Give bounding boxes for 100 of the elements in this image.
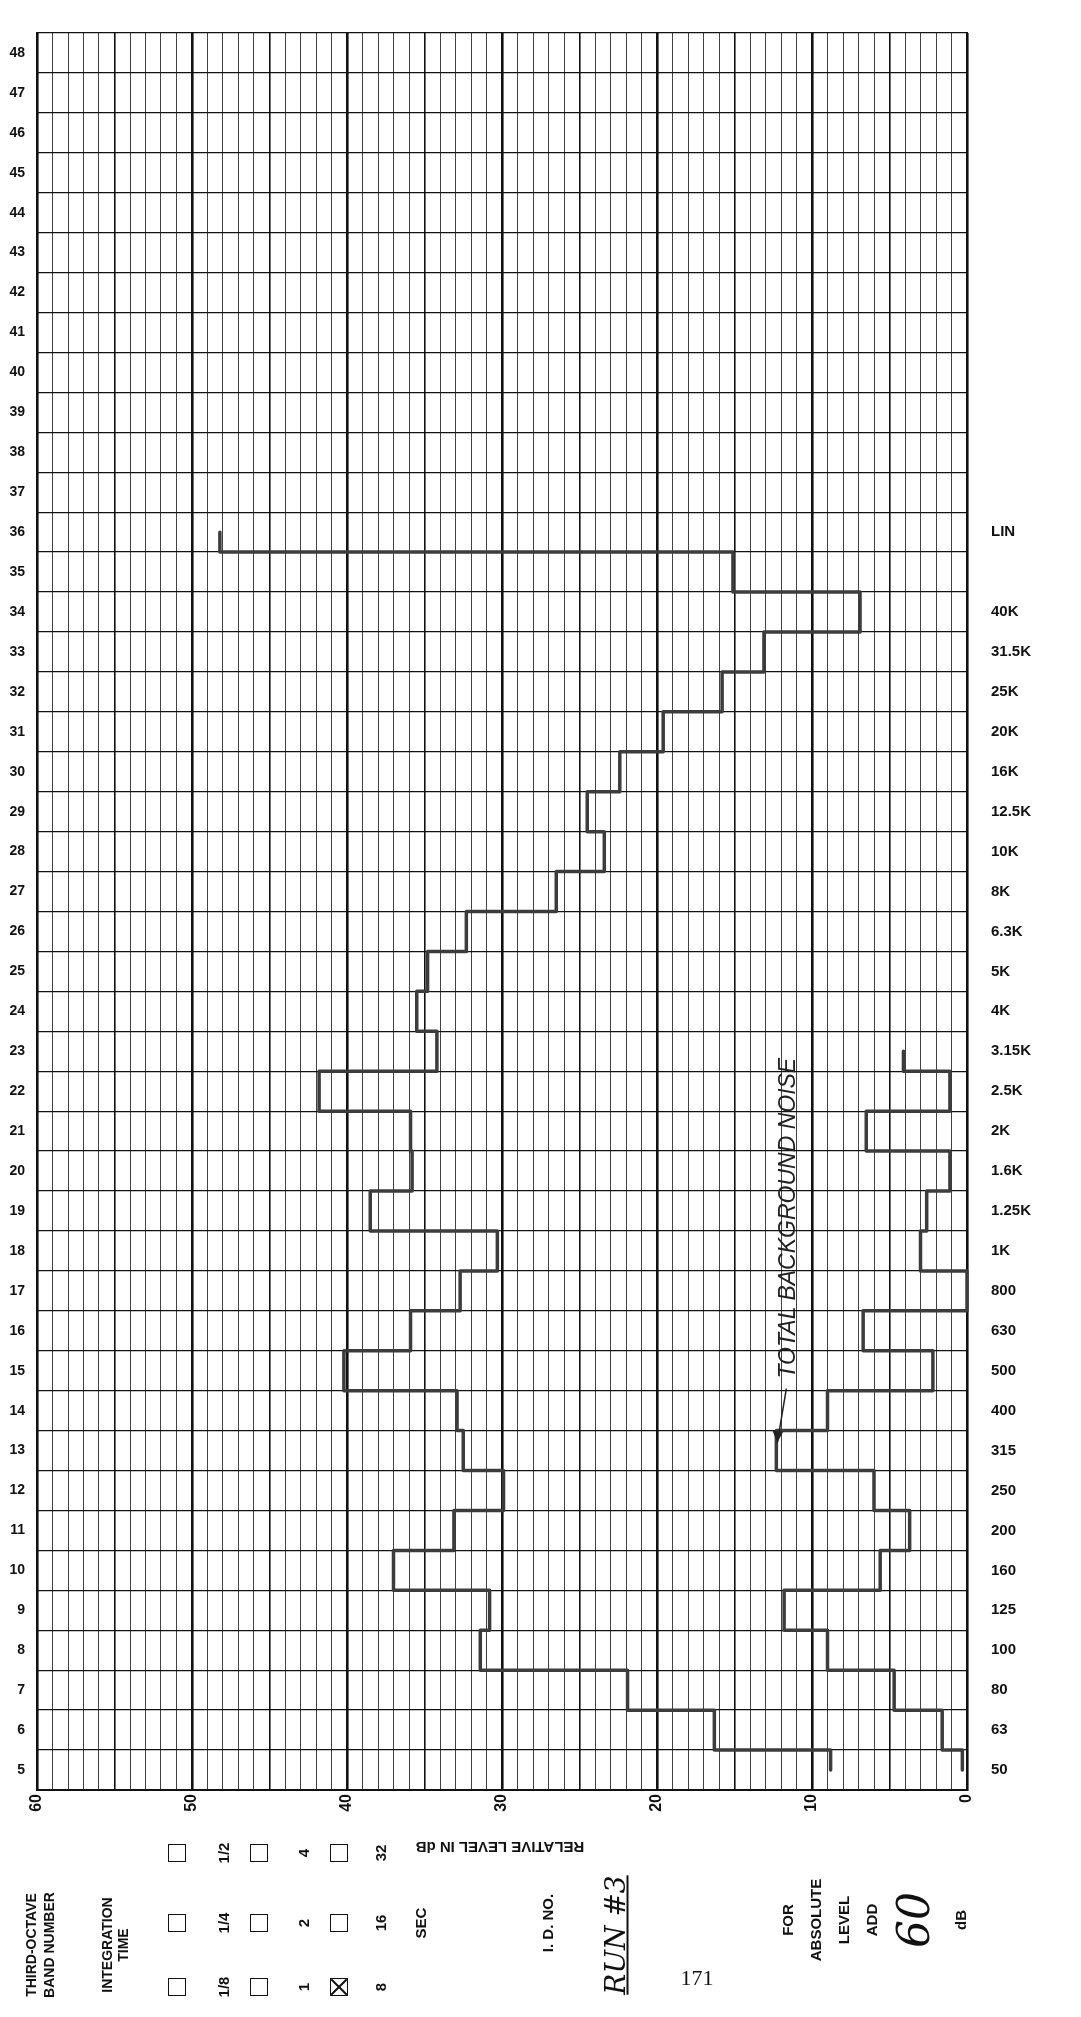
y-tick-label: 4K bbox=[991, 1001, 1011, 1019]
y2-tick-label: 33 bbox=[9, 642, 26, 659]
x-axis-title: RELATIVE LEVEL IN dB bbox=[414, 1838, 586, 1856]
y2-tick-label: 27 bbox=[9, 882, 26, 899]
text: 1/2 bbox=[214, 1841, 232, 1866]
text: 16 bbox=[371, 1913, 389, 1934]
text: INTEGRATION TIME bbox=[99, 1896, 131, 1995]
y-tick-label: 63 bbox=[991, 1720, 1008, 1738]
text: 4 bbox=[294, 1847, 312, 1860]
y-tick-label: 630 bbox=[991, 1320, 1017, 1338]
y2-tick-label: 9 bbox=[17, 1601, 26, 1618]
y2-tick-label: 20 bbox=[9, 1161, 26, 1178]
annotation: TOTAL BACKGROUND NOISE bbox=[773, 1057, 800, 1379]
y-tick-label: 250 bbox=[991, 1480, 1017, 1498]
y2-tick-label: 28 bbox=[9, 842, 26, 859]
y-tick-label: 8K bbox=[991, 881, 1011, 899]
y2-tick-label: 32 bbox=[9, 682, 26, 699]
text: 2 bbox=[294, 1917, 312, 1930]
y2-tick-label: 7 bbox=[17, 1681, 26, 1698]
y-tick-label: 2.5K bbox=[991, 1081, 1023, 1099]
y2-tick-label: 41 bbox=[9, 323, 26, 340]
y2-tick-label: 34 bbox=[9, 602, 26, 619]
y2-tick-label: 16 bbox=[9, 1321, 26, 1338]
y2-tick-label: 45 bbox=[9, 163, 26, 180]
y2-tick-label: 17 bbox=[9, 1281, 26, 1298]
text: 32 bbox=[371, 1843, 389, 1864]
y2-tick-label: 48 bbox=[9, 43, 26, 60]
y-tick-label: 20K bbox=[991, 721, 1019, 739]
text: 8 bbox=[371, 1981, 389, 1994]
y-tick-label: 500 bbox=[991, 1360, 1017, 1378]
y2-tick-label: 14 bbox=[9, 1401, 26, 1418]
x-tick-label: 40 bbox=[337, 1793, 355, 1812]
y-tick-label: 315 bbox=[991, 1440, 1017, 1458]
y2-tick-label: 43 bbox=[9, 243, 26, 260]
y-tick-label: 6.3K bbox=[991, 921, 1023, 939]
y2-tick-label: 22 bbox=[9, 1082, 26, 1099]
y2-tick-label: 6 bbox=[17, 1720, 26, 1737]
x-tick-label: 50 bbox=[182, 1793, 200, 1812]
y2-tick-label: 13 bbox=[9, 1441, 26, 1458]
y2-tick-label: 5 bbox=[17, 1760, 26, 1777]
text: 1 bbox=[294, 1981, 312, 1994]
y2-tick-label: 39 bbox=[9, 403, 26, 420]
y2-tick-label: 47 bbox=[9, 83, 26, 100]
y2-tick-label: 29 bbox=[9, 802, 26, 819]
y2-tick-label: 8 bbox=[17, 1641, 26, 1658]
y-tick-label: 1K bbox=[991, 1241, 1011, 1259]
y-tick-label: 16K bbox=[991, 761, 1019, 779]
y2-tick-label: 18 bbox=[9, 1241, 26, 1258]
text: THIRD-OCTAVE BAND NUMBER bbox=[22, 1891, 58, 2000]
x-tick-label: 60 bbox=[27, 1793, 45, 1812]
text: I. D. NO. bbox=[538, 1892, 556, 1955]
text: 1/8 bbox=[214, 1975, 232, 2000]
y2-tick-label: 26 bbox=[9, 922, 26, 939]
y2-tick-label: 36 bbox=[9, 523, 26, 540]
y2-tick-label: 38 bbox=[9, 443, 26, 460]
text: 171 bbox=[679, 1965, 715, 1991]
y2-tick-label: 24 bbox=[9, 1002, 26, 1019]
text: 1/4 bbox=[214, 1911, 232, 1936]
y-tick-label: 160 bbox=[991, 1560, 1017, 1578]
y-tick-label: 125 bbox=[991, 1600, 1017, 1618]
y-tick-label: LIN bbox=[991, 522, 1016, 540]
y2-tick-label: 19 bbox=[9, 1201, 26, 1218]
y-tick-label: 12.5K bbox=[991, 801, 1032, 819]
y2-tick-label: 40 bbox=[9, 363, 26, 380]
y2-tick-label: 35 bbox=[9, 562, 26, 579]
y-tick-label: 400 bbox=[991, 1400, 1017, 1418]
y-tick-label: 50 bbox=[991, 1760, 1008, 1778]
y-tick-label: 40K bbox=[991, 602, 1019, 620]
y2-tick-label: 10 bbox=[9, 1561, 26, 1578]
text: FOR ABSOLUTE LEVEL ADD bbox=[778, 1877, 881, 1964]
y-tick-label: 800 bbox=[991, 1280, 1017, 1298]
y2-tick-label: 44 bbox=[9, 203, 26, 220]
y2-tick-label: 42 bbox=[9, 283, 26, 300]
y2-tick-label: 37 bbox=[9, 483, 26, 500]
text: RUN #3 bbox=[598, 1874, 632, 1998]
y2-tick-label: 23 bbox=[9, 1042, 26, 1059]
y-tick-label: 1.25K bbox=[991, 1201, 1032, 1219]
y2-tick-label: 12 bbox=[9, 1481, 26, 1498]
y2-tick-label: 21 bbox=[9, 1121, 26, 1138]
y-tick-label: 25K bbox=[991, 682, 1019, 700]
y-tick-label: 10K bbox=[991, 841, 1019, 859]
text: dB bbox=[951, 1909, 969, 1932]
y-tick-label: 5K bbox=[991, 961, 1011, 979]
y-tick-label: 80 bbox=[991, 1680, 1008, 1698]
x-tick-label: 20 bbox=[647, 1793, 665, 1812]
y-tick-label: 100 bbox=[991, 1640, 1017, 1658]
y2-tick-label: 31 bbox=[9, 722, 26, 739]
y-tick-label: 2K bbox=[991, 1121, 1011, 1139]
y-tick-label: 200 bbox=[991, 1520, 1017, 1538]
x-tick-label: 0 bbox=[957, 1793, 975, 1803]
x-tick-label: 30 bbox=[492, 1793, 510, 1812]
text: SEC bbox=[411, 1906, 429, 1941]
x-tick-label: 10 bbox=[802, 1793, 820, 1812]
y2-tick-label: 11 bbox=[10, 1521, 26, 1538]
y-tick-label: 1.6K bbox=[991, 1161, 1023, 1179]
text: 60 bbox=[887, 1891, 939, 1950]
y2-tick-label: 15 bbox=[9, 1361, 26, 1378]
y-tick-label: 3.15K bbox=[991, 1041, 1032, 1059]
y-tick-label: 31.5K bbox=[991, 642, 1032, 660]
y2-tick-label: 30 bbox=[9, 762, 26, 779]
